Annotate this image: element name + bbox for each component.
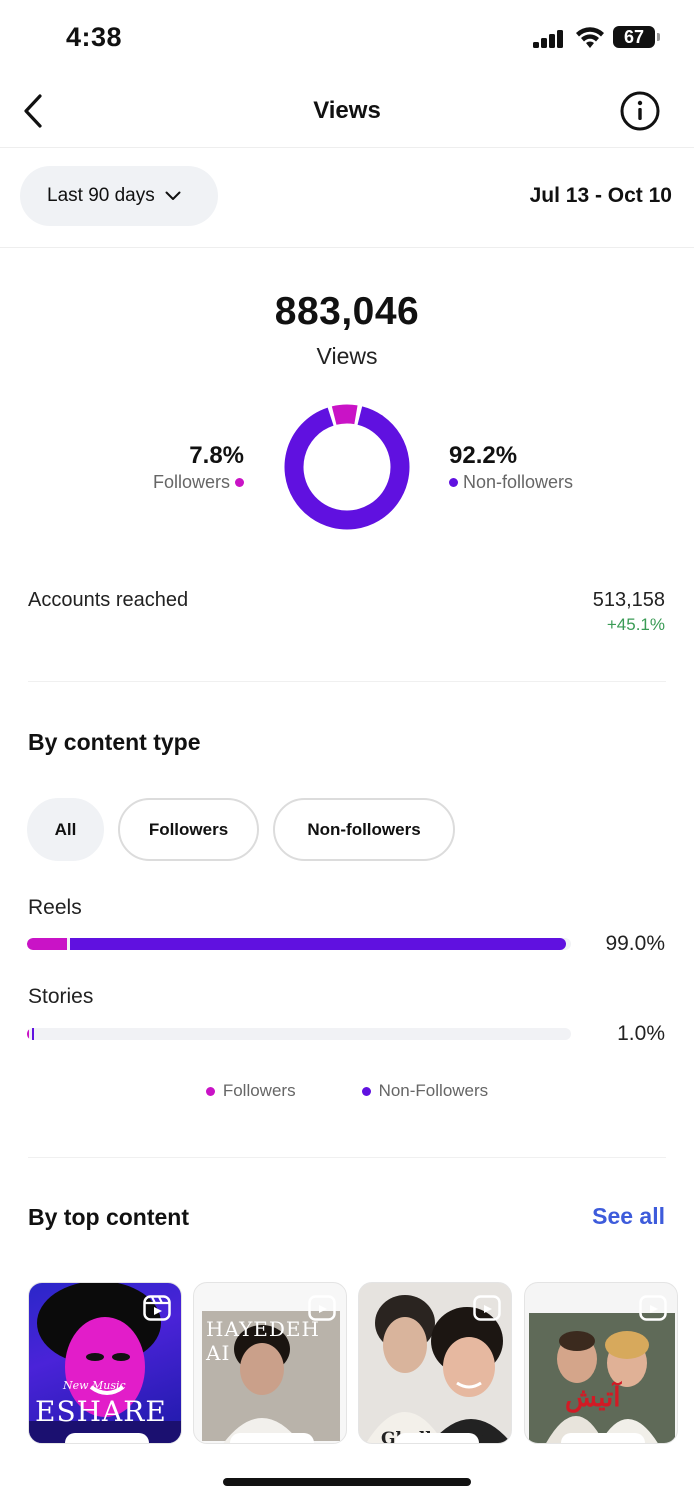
- bar-label-stories: Stories: [28, 985, 94, 1008]
- top-content-thumbnail[interactable]: HAYEDEH AI: [193, 1282, 347, 1444]
- reel-icon: [143, 1295, 171, 1321]
- date-range-selector[interactable]: Last 90 days: [20, 166, 218, 226]
- divider: [28, 1157, 666, 1158]
- thumbnail-caption-top: New Music: [63, 1379, 126, 1392]
- thumbnail-caption: آتیش: [565, 1383, 621, 1413]
- accounts-reached-value: 513,158: [592, 589, 665, 611]
- battery-icon: 67: [613, 26, 660, 48]
- accounts-reached-delta: +45.1%: [606, 615, 665, 634]
- thumbnail-badge: [561, 1433, 645, 1443]
- bar-stories: [27, 1028, 571, 1040]
- legend-followers-label: Followers: [222, 1081, 296, 1100]
- date-range-row: Last 90 days Jul 13 - Oct 10: [0, 148, 694, 248]
- accounts-reached-label: Accounts reached: [28, 589, 189, 611]
- content-type-title: By content type: [28, 729, 201, 755]
- filter-all[interactable]: All: [27, 798, 104, 861]
- top-content-thumbnail[interactable]: New Music ESHARE: [28, 1282, 182, 1444]
- bar-stories-followers: [27, 1028, 29, 1040]
- content-type-filters: All Followers Non-followers: [27, 798, 455, 861]
- legend-nonfollowers-label: Non-Followers: [378, 1081, 489, 1100]
- followers-dot-icon: [235, 478, 244, 487]
- page-title: Views: [313, 97, 381, 124]
- bar-pct-reels: 99.0%: [605, 932, 665, 955]
- nonfollowers-percentage: 92.2% Non-followers: [449, 442, 573, 493]
- date-range-dates: Jul 13 - Oct 10: [529, 184, 672, 207]
- total-views-label: Views: [316, 343, 378, 369]
- followers-pct-value: 7.8%: [189, 442, 244, 469]
- followers-percentage: 7.8% Followers: [153, 442, 244, 493]
- back-arrow-icon[interactable]: [18, 92, 48, 130]
- bar-reels-nonfollowers: [70, 938, 566, 950]
- nonfollowers-pct-value: 92.2%: [449, 442, 518, 469]
- bar-stories-nonfollowers: [32, 1028, 34, 1040]
- content-type-legend: Followers Non-Followers: [0, 1081, 694, 1101]
- divider: [28, 681, 666, 682]
- bar-label-reels: Reels: [28, 896, 82, 919]
- legend-followers: Followers: [205, 1081, 296, 1101]
- legend-nonfollowers: Non-Followers: [361, 1081, 489, 1101]
- date-range-label: Last 90 days: [47, 185, 155, 206]
- top-content-title: By top content: [28, 1204, 189, 1230]
- audience-donut-chart: [284, 404, 410, 530]
- top-content-carousel: New Music ESHARE HAYEDEH AI: [28, 1282, 694, 1444]
- reel-icon: [473, 1295, 501, 1321]
- thumbnail-badge: [230, 1433, 314, 1443]
- legend-nonfollowers-dot-icon: [361, 1086, 371, 1096]
- bar-pct-stories: 1.0%: [617, 1022, 665, 1045]
- bar-reels: [27, 938, 571, 950]
- wifi-icon: [576, 27, 604, 48]
- followers-pct-label: Followers: [152, 472, 230, 492]
- chevron-down-icon: [165, 191, 181, 200]
- home-indicator: [223, 1478, 471, 1486]
- signal-icon: [533, 30, 565, 48]
- thumbnail-image: [202, 1311, 340, 1443]
- thumbnail-caption: ESHARE: [35, 1395, 167, 1428]
- nonfollowers-dot-icon: [449, 478, 458, 487]
- header: Views: [0, 76, 694, 148]
- see-all-link[interactable]: See all: [592, 1203, 665, 1229]
- reel-icon: [639, 1295, 667, 1321]
- bar-reels-followers: [27, 938, 68, 950]
- legend-followers-dot-icon: [205, 1086, 215, 1096]
- thumbnail-badge: [395, 1433, 479, 1443]
- filter-nonfollowers[interactable]: Non-followers: [273, 798, 455, 861]
- nonfollowers-pct-label: Non-followers: [463, 472, 574, 492]
- status-time: 4:38: [66, 22, 123, 52]
- donut-followers-segment: [284, 404, 410, 530]
- info-icon[interactable]: [619, 90, 661, 132]
- status-bar: 4:38 67: [0, 0, 694, 76]
- top-content-thumbnail[interactable]: Ghalb Man: [358, 1282, 512, 1444]
- total-views-number: 883,046: [274, 290, 420, 333]
- reel-icon: [308, 1295, 336, 1321]
- thumbnail-caption: HAYEDEH AI: [206, 1317, 320, 1365]
- filter-followers[interactable]: Followers: [118, 798, 259, 861]
- thumbnail-badge: [65, 1433, 149, 1443]
- top-content-thumbnail[interactable]: آتیش: [524, 1282, 678, 1444]
